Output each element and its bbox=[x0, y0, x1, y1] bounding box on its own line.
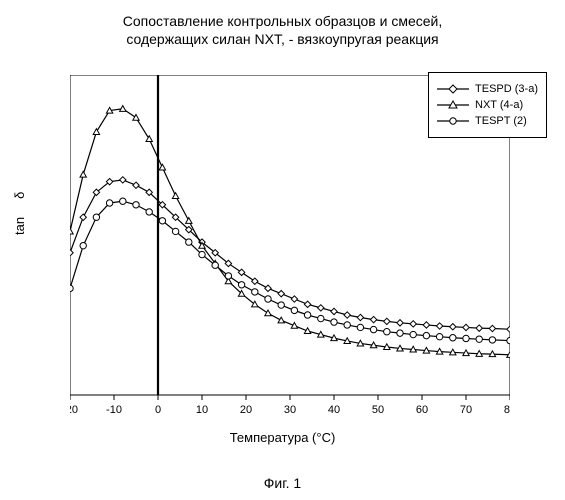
legend-label: TESPT (2) bbox=[475, 115, 527, 127]
svg-text:30: 30 bbox=[284, 404, 296, 416]
legend-item: TESPT (2) bbox=[437, 115, 538, 127]
svg-text:-10: -10 bbox=[106, 404, 122, 416]
chart-container: Сопоставление контрольных образцов и сме… bbox=[0, 0, 565, 500]
svg-text:40: 40 bbox=[328, 404, 340, 416]
x-axis-label: Температура (°C) bbox=[0, 430, 565, 445]
diamond-marker-icon bbox=[437, 84, 469, 94]
legend-item: TESPD (3-a) bbox=[437, 83, 538, 95]
legend-label: NXT (4-a) bbox=[475, 99, 523, 111]
title-line-2: содержащих силан NXT, - вязкоупругая реа… bbox=[126, 31, 438, 47]
svg-text:0: 0 bbox=[155, 404, 161, 416]
svg-text:70: 70 bbox=[460, 404, 472, 416]
triangle-marker-icon bbox=[437, 100, 469, 110]
figure-label: Фиг. 1 bbox=[0, 475, 565, 491]
legend-item: NXT (4-a) bbox=[437, 99, 538, 111]
legend: TESPD (3-a) NXT (4-a) TESPT (2) bbox=[428, 72, 547, 138]
legend-label: TESPD (3-a) bbox=[475, 83, 538, 95]
svg-text:60: 60 bbox=[416, 404, 428, 416]
svg-text:20: 20 bbox=[240, 404, 252, 416]
svg-text:50: 50 bbox=[372, 404, 384, 416]
svg-text:10: 10 bbox=[196, 404, 208, 416]
y-axis-label: tan δ bbox=[12, 192, 27, 235]
svg-text:80: 80 bbox=[504, 404, 510, 416]
title-line-1: Сопоставление контрольных образцов и сме… bbox=[123, 13, 442, 29]
circle-marker-icon bbox=[437, 116, 469, 126]
svg-text:-20: -20 bbox=[70, 404, 78, 416]
chart-title: Сопоставление контрольных образцов и сме… bbox=[0, 0, 565, 52]
